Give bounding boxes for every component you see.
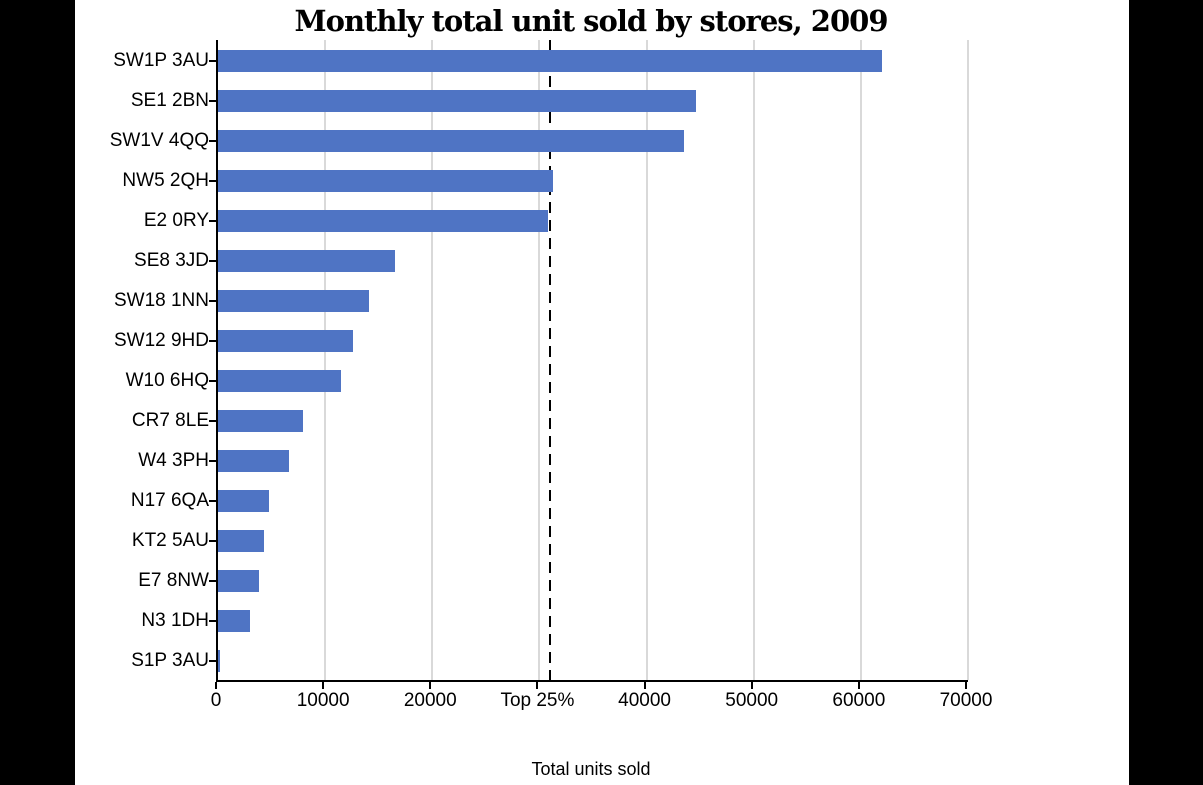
bar-se1-2bn — [218, 90, 696, 112]
bar-s1p-3au — [218, 650, 220, 672]
y-axis-category-label: SE8 3JD — [134, 250, 209, 271]
y-tick — [209, 300, 216, 302]
gridline — [324, 40, 327, 680]
y-axis-category-label: W4 3PH — [138, 450, 209, 471]
y-tick — [209, 460, 216, 462]
x-tick-label: 50000 — [725, 690, 779, 711]
y-tick — [209, 660, 216, 662]
chart-canvas: Monthly total unit sold by stores, 2009 … — [75, 0, 1129, 785]
y-tick — [209, 500, 216, 502]
y-tick — [209, 260, 216, 262]
y-axis-category-label: SW18 1NN — [113, 290, 209, 311]
y-tick — [209, 140, 216, 142]
x-tick — [536, 682, 539, 689]
chart-title: Monthly total unit sold by stores, 2009 — [294, 4, 889, 38]
left-black-band — [0, 0, 75, 785]
y-axis-category-label: E7 8NW — [138, 570, 209, 591]
x-tick-label: Top 25% — [500, 690, 575, 711]
x-tick-label: 70000 — [939, 690, 993, 711]
x-tick-label: 20000 — [403, 690, 457, 711]
bar-sw12-9hd — [218, 330, 353, 352]
bar-n3-1dh — [218, 610, 251, 632]
y-tick — [209, 180, 216, 182]
bar-sw18-1nn — [218, 290, 370, 312]
x-tick — [857, 682, 860, 689]
x-tick-label: 40000 — [618, 690, 671, 711]
bar-w4-3ph — [218, 450, 289, 472]
gridline — [645, 40, 648, 680]
x-tick — [750, 682, 753, 689]
bar-e2-0ry — [218, 210, 548, 232]
y-axis-category-label: SW1V 4QQ — [109, 130, 209, 151]
bar-sw1p-3au — [218, 50, 883, 72]
bar-nw5-2qh — [218, 170, 554, 192]
x-tick — [643, 682, 646, 689]
y-tick — [209, 580, 216, 582]
plot-area — [216, 40, 969, 682]
y-tick — [209, 620, 216, 622]
y-axis-category-label: CR7 8LE — [131, 410, 209, 431]
y-axis-category-label: N3 1DH — [141, 610, 209, 631]
y-tick — [209, 340, 216, 342]
y-tick — [209, 100, 216, 102]
gridline — [752, 40, 755, 680]
bar-n17-6qa — [218, 490, 270, 512]
bar-e7-8nw — [218, 570, 259, 592]
y-tick — [209, 540, 216, 542]
gridline — [538, 40, 541, 680]
y-axis-category-label: SW12 9HD — [113, 330, 209, 351]
y-tick — [209, 380, 216, 382]
bar-w10-6hq — [218, 370, 342, 392]
x-axis-label: Total units sold — [531, 759, 651, 779]
y-tick — [209, 420, 216, 422]
x-tick — [215, 682, 217, 689]
x-tick — [965, 682, 967, 689]
y-tick — [209, 220, 216, 222]
bar-sw1v-4qq — [218, 130, 685, 152]
top25-reference-line — [549, 40, 552, 680]
gridline — [967, 40, 969, 680]
y-axis-category-label: S1P 3AU — [131, 650, 209, 671]
x-tick-label: 0 — [210, 690, 222, 711]
gridline — [431, 40, 434, 680]
y-axis-category-label: E2 0RY — [143, 210, 209, 231]
x-tick-label: 60000 — [832, 690, 886, 711]
bar-kt2-5au — [218, 530, 265, 552]
x-tick — [322, 682, 325, 689]
y-tick — [209, 60, 216, 62]
gridline — [859, 40, 862, 680]
y-axis-category-label: SE1 2BN — [130, 90, 209, 111]
y-axis-category-label: SW1P 3AU — [113, 50, 209, 71]
x-tick-label: 10000 — [296, 690, 350, 711]
bar-cr7-8le — [218, 410, 303, 432]
y-axis-category-label: KT2 5AU — [131, 530, 209, 551]
right-black-band — [1129, 0, 1203, 785]
x-tick — [429, 682, 432, 689]
y-axis-category-label: NW5 2QH — [122, 170, 209, 191]
y-axis-category-label: N17 6QA — [130, 490, 209, 511]
bar-se8-3jd — [218, 250, 395, 272]
y-axis-category-label: W10 6HQ — [125, 370, 209, 391]
